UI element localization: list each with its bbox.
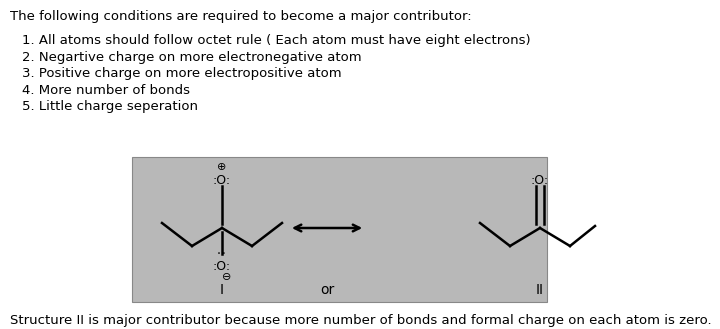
Text: I: I xyxy=(220,283,224,297)
Text: or: or xyxy=(320,283,334,297)
Text: II: II xyxy=(536,283,544,297)
Bar xyxy=(132,157,547,302)
Text: The following conditions are required to become a major contributor:: The following conditions are required to… xyxy=(10,10,472,23)
Text: 3. Positive charge on more electropositive atom: 3. Positive charge on more electropositi… xyxy=(22,67,341,80)
Text: :O:: :O: xyxy=(213,260,231,272)
Text: Structure II is major contributor because more number of bonds and formal charge: Structure II is major contributor becaus… xyxy=(10,314,711,327)
Text: ⊕: ⊕ xyxy=(217,162,227,172)
Text: :O:: :O: xyxy=(531,174,549,188)
Text: ⊖: ⊖ xyxy=(222,272,232,282)
Text: 2. Negartive charge on more electronegative atom: 2. Negartive charge on more electronegat… xyxy=(22,50,361,63)
Text: 1. All atoms should follow octet rule ( Each atom must have eight electrons): 1. All atoms should follow octet rule ( … xyxy=(22,34,531,47)
Text: :O:: :O: xyxy=(213,174,231,188)
Text: 5. Little charge seperation: 5. Little charge seperation xyxy=(22,100,198,113)
Text: ..: .. xyxy=(216,246,228,256)
Text: 4. More number of bonds: 4. More number of bonds xyxy=(22,84,190,96)
